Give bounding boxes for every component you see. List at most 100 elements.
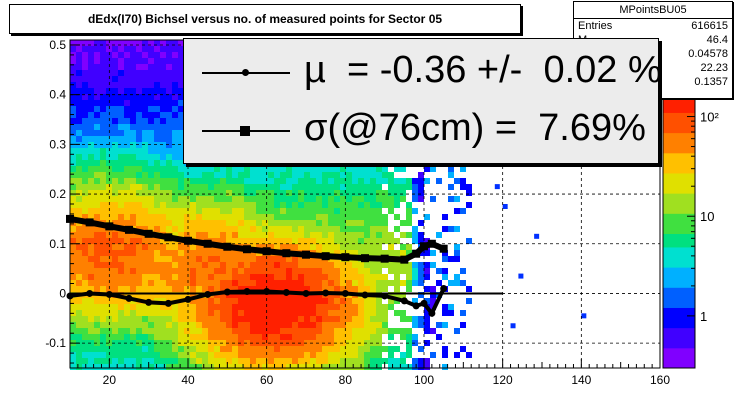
heatmap-cell xyxy=(238,220,244,226)
heatmap-cell xyxy=(352,358,358,364)
heatmap-cell xyxy=(352,250,358,256)
heatmap-cell xyxy=(154,40,160,46)
heatmap-cell xyxy=(286,346,292,352)
heatmap-cell xyxy=(172,280,178,286)
heatmap-cell xyxy=(190,328,196,334)
heatmap-cell xyxy=(76,316,82,322)
heatmap-cell xyxy=(94,172,100,178)
heatmap-cell xyxy=(76,226,82,232)
heatmap-cell xyxy=(376,226,382,232)
heatmap-cell xyxy=(190,298,196,304)
heatmap-cell xyxy=(388,280,394,286)
heatmap-cell xyxy=(190,220,196,226)
heatmap-cell xyxy=(112,100,118,106)
heatmap-cell xyxy=(250,316,256,322)
heatmap-cell xyxy=(172,82,178,88)
heatmap-cell xyxy=(340,328,346,334)
heatmap-cell xyxy=(250,208,256,214)
heatmap-cell xyxy=(370,202,376,208)
heatmap-cell xyxy=(70,106,76,112)
heatmap-cell xyxy=(310,166,316,172)
heatmap-cell xyxy=(376,208,382,214)
heatmap-cell xyxy=(118,142,124,148)
heatmap-cell xyxy=(118,160,124,166)
heatmap-cell xyxy=(424,358,430,364)
heatmap-cell xyxy=(250,298,256,304)
heatmap-cell xyxy=(328,280,334,286)
heatmap-cell xyxy=(76,166,82,172)
heatmap-cell xyxy=(70,280,76,286)
heatmap-cell xyxy=(454,256,460,262)
heatmap-cell xyxy=(238,232,244,238)
heatmap-cell xyxy=(70,142,76,148)
heatmap-cell xyxy=(76,190,82,196)
heatmap-cell xyxy=(112,88,118,94)
heatmap-cell xyxy=(304,268,310,274)
heatmap-cell xyxy=(184,226,190,232)
heatmap-cell xyxy=(250,310,256,316)
heatmap-cell xyxy=(166,208,172,214)
heatmap-cell xyxy=(418,346,424,352)
heatmap-cell xyxy=(370,280,376,286)
heatmap-cell xyxy=(316,208,322,214)
heatmap-cell xyxy=(370,316,376,322)
heatmap-cell xyxy=(94,334,100,340)
heatmap-cell xyxy=(304,364,310,370)
heatmap-cell xyxy=(454,250,460,256)
heatmap-cell xyxy=(136,190,142,196)
heatmap-cell xyxy=(94,166,100,172)
heatmap-cell xyxy=(130,118,136,124)
heatmap-cell xyxy=(172,76,178,82)
heatmap-cell xyxy=(178,268,184,274)
heatmap-cell xyxy=(238,172,244,178)
heatmap-cell xyxy=(94,280,100,286)
heatmap-cell xyxy=(94,112,100,118)
heatmap-cell xyxy=(124,214,130,220)
heatmap-cell xyxy=(130,46,136,52)
colorbar-segment xyxy=(663,320,695,329)
heatmap-cell xyxy=(136,184,142,190)
heatmap-cell xyxy=(166,256,172,262)
heatmap-cell xyxy=(388,202,394,208)
heatmap-cell xyxy=(130,256,136,262)
heatmap-cell xyxy=(178,322,184,328)
heatmap-cell xyxy=(154,82,160,88)
heatmap-cell xyxy=(148,220,154,226)
heatmap-outlier xyxy=(581,313,587,319)
heatmap-cell xyxy=(166,352,172,358)
heatmap-cell xyxy=(154,220,160,226)
heatmap-cell xyxy=(274,298,280,304)
heatmap-cell xyxy=(148,226,154,232)
heatmap-cell xyxy=(148,334,154,340)
heatmap-cell xyxy=(106,298,112,304)
heatmap-cell xyxy=(454,280,460,286)
heatmap-cell xyxy=(280,274,286,280)
heatmap-cell xyxy=(76,106,82,112)
heatmap-cell xyxy=(262,202,268,208)
heatmap-cell xyxy=(88,274,94,280)
heatmap-cell xyxy=(226,328,232,334)
heatmap-cell xyxy=(412,190,418,196)
heatmap-cell xyxy=(262,262,268,268)
heatmap-cell xyxy=(238,286,244,292)
heatmap-cell xyxy=(262,220,268,226)
heatmap-cell xyxy=(94,184,100,190)
heatmap-cell xyxy=(94,118,100,124)
heatmap-cell xyxy=(166,106,172,112)
heatmap-cell xyxy=(82,148,88,154)
heatmap-cell xyxy=(358,178,364,184)
heatmap-cell xyxy=(346,214,352,220)
heatmap-cell xyxy=(166,316,172,322)
heatmap-cell xyxy=(418,178,424,184)
heatmap-cell xyxy=(124,190,130,196)
heatmap-cell xyxy=(82,124,88,130)
heatmap-cell xyxy=(106,202,112,208)
heatmap-cell xyxy=(250,304,256,310)
heatmap-cell xyxy=(82,280,88,286)
heatmap-cell xyxy=(112,274,118,280)
heatmap-cell xyxy=(448,310,454,316)
heatmap-cell xyxy=(112,172,118,178)
heatmap-cell xyxy=(382,226,388,232)
heatmap-cell xyxy=(124,172,130,178)
heatmap-cell xyxy=(142,160,148,166)
